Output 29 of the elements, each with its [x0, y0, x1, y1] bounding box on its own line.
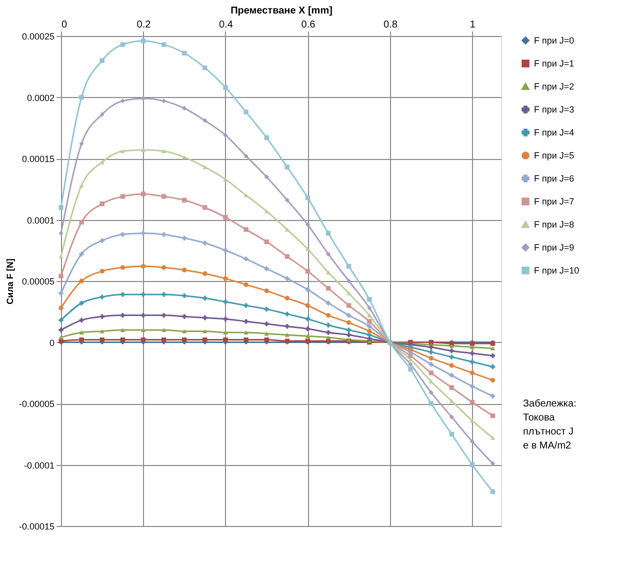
legend-label: F при J=4 [534, 128, 574, 138]
y-tick-label: 0.00005 [22, 276, 54, 286]
legend-label: F при J=0 [534, 36, 574, 46]
legend-label: F при J=1 [534, 58, 574, 68]
legend-label: F при J=7 [534, 196, 574, 206]
y-axis-title: Сила F [N] [4, 258, 15, 304]
y-tick-label: 0.0001 [26, 215, 54, 226]
y-tick-label: 0.0002 [26, 92, 54, 103]
legend-label: F при J=10 [534, 266, 580, 276]
y-tick-label: -0.0001 [24, 460, 54, 470]
legend-label: F при J=3 [534, 104, 574, 114]
text: Забележка: Токова плътност J е в MA/m2 [523, 398, 576, 452]
legend-label: F при J=5 [534, 150, 574, 160]
x-tick-label: 1 [470, 20, 476, 30]
legend-label: F при J=6 [534, 174, 574, 184]
x-tick-label: 0.6 [301, 20, 316, 30]
y-tick-label: 0.00025 [22, 32, 54, 42]
legend-label: F при J=8 [534, 220, 574, 230]
x-tick-label: 0.4 [219, 20, 234, 30]
y-tick-label: -0.00005 [18, 399, 54, 409]
x-axis-title: Преместване X [mm] [230, 6, 332, 16]
x-tick-label: 0.2 [136, 20, 152, 30]
x-tick-label: 0 [62, 20, 68, 30]
y-tick-label: -0.00015 [18, 522, 54, 532]
legend-label: F при J=9 [534, 242, 574, 252]
y-tick-label: 0 [49, 338, 54, 348]
legend-label: F при J=2 [534, 82, 574, 92]
x-tick-label: 0.8 [384, 20, 398, 30]
y-tick-label: 0.00015 [22, 154, 54, 164]
